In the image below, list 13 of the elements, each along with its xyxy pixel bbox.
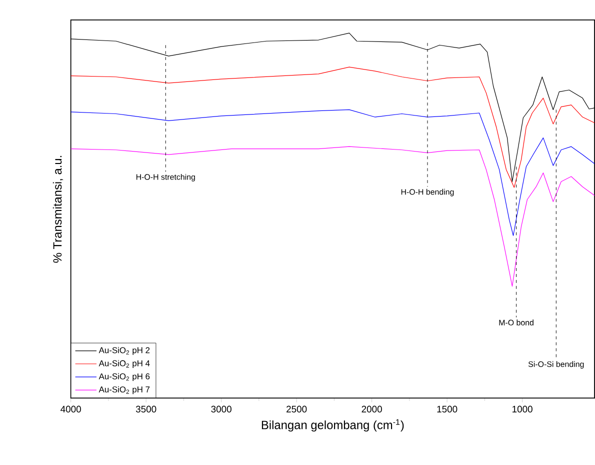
x-tick-label: 1500: [437, 406, 458, 413]
legend-label: Au-SiO$_{2}$ pH 6: [98, 373, 150, 382]
x-tick-label: 2500: [286, 406, 307, 413]
x-tick-label: 2000: [362, 406, 382, 413]
x-tick-label: 3500: [136, 406, 156, 413]
x-tick-label: 1000: [512, 406, 532, 413]
x-tick-label: 4000: [60, 406, 81, 413]
x-tick-label: 3000: [211, 406, 232, 413]
y-axis-title: % Transmitansi, a.u.: [52, 156, 64, 263]
x-axis-title: Bilangan gelombang (cm$^{-1}$): [262, 419, 404, 432]
legend-label: Au-SiO$_{2}$ pH 2: [98, 347, 150, 355]
legend-label: Au-SiO$_{2}$ pH 4: [98, 360, 150, 368]
legend-label: Au-SiO$_{2}$ pH 7: [98, 386, 150, 394]
